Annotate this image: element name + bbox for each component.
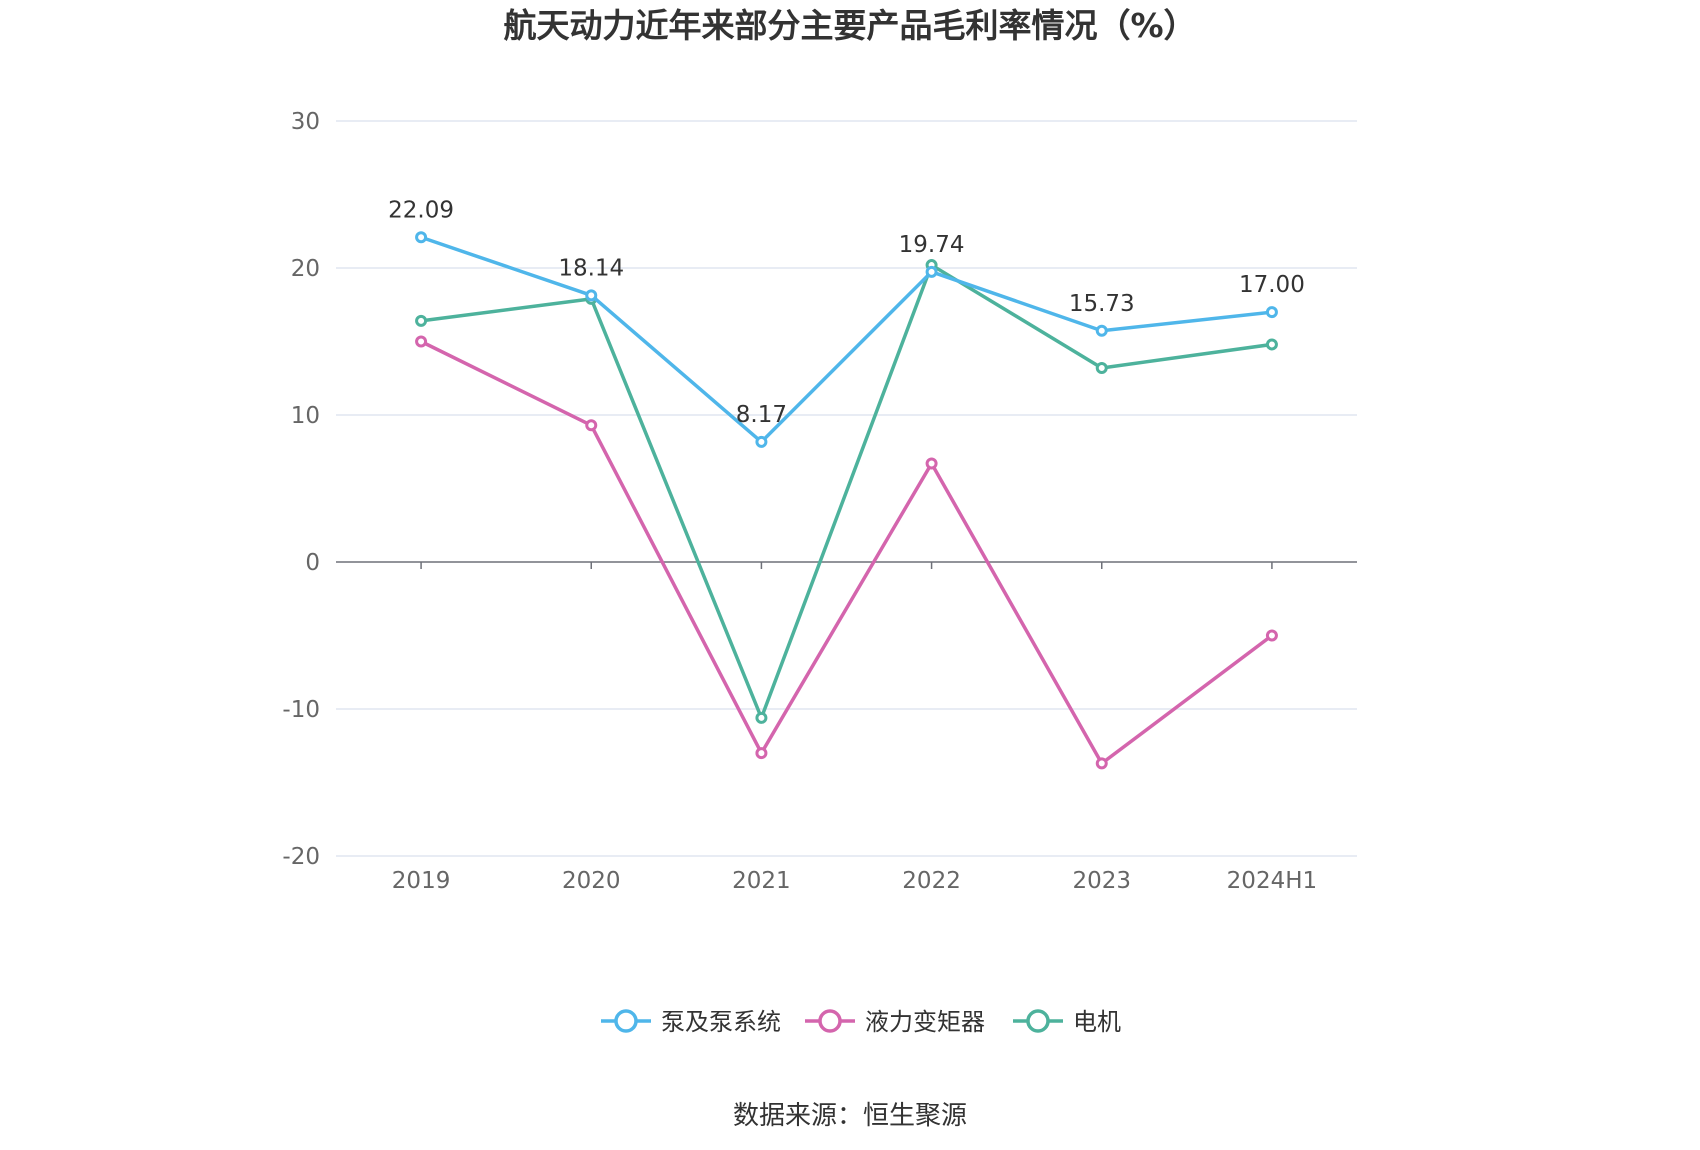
data-label: 19.74 [899,232,965,258]
legend-marker [818,1009,842,1033]
legend-marker [614,1009,638,1033]
data-label: 18.14 [558,255,624,281]
y-tick-label: -20 [282,844,320,870]
x-tick-label: 2023 [1072,868,1131,894]
x-tick-label: 2022 [902,868,961,894]
data-point [1095,757,1108,770]
data-label: 8.17 [736,402,787,428]
series-line-0 [420,235,1273,444]
y-axis: 30 20 10 0 -10 -20 [282,109,320,870]
data-label: 22.09 [388,197,454,223]
legend-label: 泵及泵系统 [661,1008,781,1036]
x-tick-label: 2020 [562,868,621,894]
data-point [415,314,428,327]
data-point [1095,324,1108,337]
data-point [755,711,768,724]
y-tick-label: 0 [305,550,320,576]
legend[interactable]: 泵及泵系统 液力变矩器 电机 [601,1008,1121,1036]
data-source: 数据来源：恒生聚源 [733,1101,967,1131]
legend-label: 液力变矩器 [865,1008,985,1036]
data-label: 15.73 [1069,291,1135,317]
legend-item-2[interactable]: 电机 [1013,1008,1121,1036]
y-tick-label: 10 [291,403,320,429]
x-tick-label: 2019 [392,868,451,894]
x-axis: 2019 2020 2021 2022 2023 2024H1 [336,561,1357,894]
data-point [415,231,428,244]
data-point [925,265,938,278]
legend-label: 电机 [1073,1008,1121,1036]
series-lines [415,231,1278,770]
data-point [925,457,938,470]
x-tick-label: 2021 [732,868,791,894]
series-line-2 [420,263,1273,720]
data-point [415,335,428,348]
y-tick-label: -10 [282,697,320,723]
legend-item-1[interactable]: 液力变矩器 [805,1008,985,1036]
y-tick-label: 30 [291,109,320,135]
series-line-1 [420,339,1273,766]
y-tick-label: 20 [291,256,320,282]
legend-item-0[interactable]: 泵及泵系统 [601,1008,781,1036]
data-label: 17.00 [1239,272,1305,298]
data-point [585,419,598,432]
data-point [755,435,768,448]
data-point [1265,629,1278,642]
data-point [585,289,598,302]
data-point [1265,306,1278,319]
chart-title: 航天动力近年来部分主要产品毛利率情况（%） [503,6,1196,45]
data-point [755,747,768,760]
x-tick-label: 2024H1 [1227,868,1317,894]
data-point [1265,338,1278,351]
legend-marker [1026,1009,1050,1033]
data-point [1095,361,1108,374]
data-labels: 22.09 18.14 8.17 19.74 15.73 17.00 [388,197,1305,428]
